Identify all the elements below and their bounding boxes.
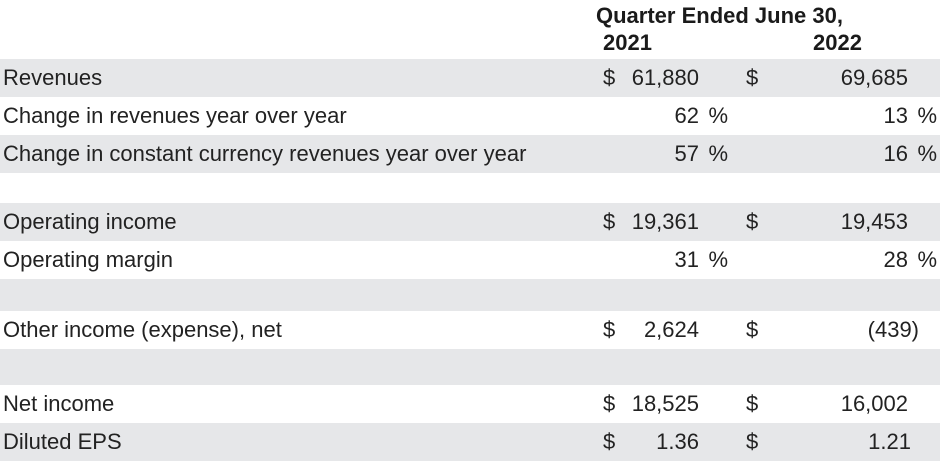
period-header: Quarter Ended June 30, xyxy=(596,3,843,28)
dollar-sign-2022: $ xyxy=(746,209,759,234)
dollar-sign-2021: $ xyxy=(603,429,616,454)
dollar-sign-2022: $ xyxy=(746,65,759,90)
percent-2022: % xyxy=(917,247,937,272)
value-2022: 28 xyxy=(883,247,908,272)
percent-2021: % xyxy=(708,141,728,166)
value-2022: 13 xyxy=(883,103,908,128)
dollar-sign-2021: $ xyxy=(603,317,616,342)
row-label: Operating income xyxy=(3,209,177,234)
value-2022: 69,685 xyxy=(840,65,908,90)
dollar-sign-2022: $ xyxy=(746,429,759,454)
table-row-spacer xyxy=(0,279,940,311)
year-2022-header: 2022 xyxy=(813,30,862,55)
value-2022: (439) xyxy=(867,317,919,342)
value-2021: 1.36 xyxy=(656,429,699,454)
value-2022: 19,453 xyxy=(840,209,908,234)
table-row-revenues: Revenues $ 61,880 $ 69,685 xyxy=(0,59,940,97)
percent-2022: % xyxy=(917,103,937,128)
table-row-spacer xyxy=(0,173,940,203)
table-row-spacer xyxy=(0,349,940,385)
value-2022: 16 xyxy=(883,141,908,166)
percent-2021: % xyxy=(708,247,728,272)
dollar-sign-2022: $ xyxy=(746,391,759,416)
table-row-operating-income: Operating income $ 19,361 $ 19,453 xyxy=(0,203,940,241)
value-2021: 2,624 xyxy=(643,317,699,342)
table-row-operating-margin: Operating margin 31 % 28 % xyxy=(0,241,940,279)
dollar-sign-2021: $ xyxy=(603,65,616,90)
row-label: Change in constant currency revenues yea… xyxy=(3,141,527,166)
percent-2022: % xyxy=(917,141,937,166)
dollar-sign-2022: $ xyxy=(746,317,759,342)
value-2022: 1.21 xyxy=(868,429,911,454)
value-2022: 16,002 xyxy=(840,391,908,416)
table-row-constant-currency-change: Change in constant currency revenues yea… xyxy=(0,135,940,173)
row-label: Operating margin xyxy=(3,247,173,272)
value-2021: 62 xyxy=(674,103,699,128)
year-2021-header: 2021 xyxy=(603,30,652,55)
row-label: Change in revenues year over year xyxy=(3,103,347,128)
value-2021: 19,361 xyxy=(631,209,699,234)
table-row-revenue-change: Change in revenues year over year 62 % 1… xyxy=(0,97,940,135)
value-2021: 18,525 xyxy=(631,391,699,416)
table-row-net-income: Net income $ 18,525 $ 16,002 xyxy=(0,385,940,423)
row-label: Revenues xyxy=(3,65,103,90)
value-2021: 61,880 xyxy=(631,65,699,90)
table-row-other-income: Other income (expense), net $ 2,624 $ (4… xyxy=(0,311,940,349)
row-label: Diluted EPS xyxy=(3,429,122,454)
percent-2021: % xyxy=(708,103,728,128)
value-2021: 31 xyxy=(674,247,699,272)
table-row-diluted-eps: Diluted EPS $ 1.36 $ 1.21 xyxy=(0,423,940,461)
value-2021: 57 xyxy=(674,141,699,166)
row-label: Net income xyxy=(3,391,115,416)
dollar-sign-2021: $ xyxy=(603,209,616,234)
row-label: Other income (expense), net xyxy=(3,317,282,342)
dollar-sign-2021: $ xyxy=(603,391,616,416)
